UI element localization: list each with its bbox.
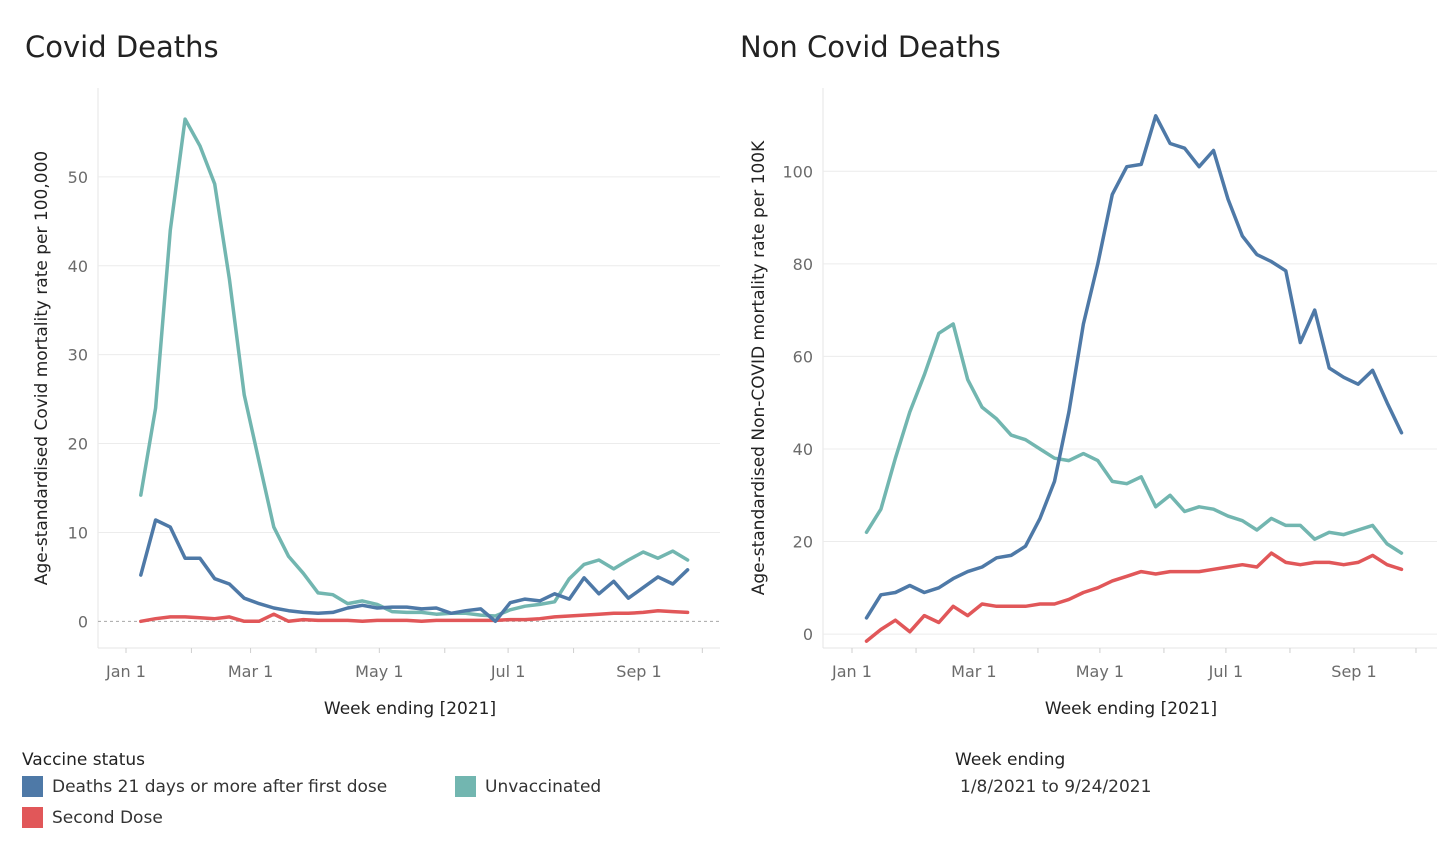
covid-deaths-chart: 0 10 20 30 40 50 Jan 1 Mar 1 May 1 Jul 1 Sep 1 Week… (32, 88, 720, 719)
x-tick-label: Mar 1 (951, 662, 996, 681)
x-tick-label: Jan 1 (105, 662, 146, 681)
series-line-unvaccinated[interactable] (139, 117, 690, 618)
y-tick-label: 20 (68, 435, 88, 454)
legend-swatch-first-dose (22, 776, 43, 797)
x-axis-title: Week ending [2021] (1045, 699, 1217, 719)
x-tick-label: Jan 1 (831, 662, 872, 681)
x-axis-title: Week ending [2021] (324, 699, 496, 719)
filter-title: Week ending (955, 750, 1066, 770)
y-tick-label: 0 (78, 612, 88, 631)
y-tick-label: 40 (793, 440, 813, 459)
y-axis-title: Age-standardised Non-COVID mortality rat… (749, 140, 769, 595)
series-line-second-dose[interactable] (139, 608, 690, 624)
legend-swatch-second-dose (22, 807, 43, 828)
series-line-unvaccinated[interactable] (864, 322, 1404, 555)
y-axis-title: Age-standardised Covid mortality rate pe… (32, 151, 52, 585)
y-tick-label: 80 (793, 255, 813, 274)
week-ending-filter[interactable]: Week ending 1/8/2021 to 9/24/2021 (955, 750, 1151, 797)
x-tick-label: May 1 (1076, 662, 1124, 681)
x-tick-label: Jul 1 (490, 662, 526, 681)
x-tick-label: Mar 1 (228, 662, 273, 681)
x-tick-label: Sep 1 (1331, 662, 1376, 681)
series-line-deaths-21-days-or-more-after-first-dose[interactable] (139, 518, 690, 624)
legend-swatch-unvaccinated (455, 776, 476, 797)
series-line-second-dose[interactable] (864, 551, 1404, 643)
series-line-deaths-21-days-or-more-after-first-dose[interactable] (864, 114, 1404, 620)
legend: Vaccine status (22, 750, 145, 778)
legend-label-second-dose: Second Dose (52, 807, 163, 828)
filter-value: 1/8/2021 to 9/24/2021 (960, 777, 1152, 797)
x-tick-label: Jul 1 (1208, 662, 1244, 681)
chart-title-non-covid-deaths: Non Covid Deaths (740, 30, 1001, 64)
non-covid-deaths-chart: 0 20 40 60 80 100 Jan 1 Mar 1 May 1 Jul 1 Sep 1 Wee… (749, 88, 1437, 719)
y-tick-label: 60 (793, 347, 813, 366)
y-tick-label: 40 (68, 257, 88, 276)
y-tick-label: 100 (782, 162, 813, 181)
y-tick-label: 10 (68, 523, 88, 542)
x-tick-label: Sep 1 (616, 662, 661, 681)
legend-title: Vaccine status (22, 750, 146, 770)
legend-label-first-dose: Deaths 21 days or more after first dose (52, 776, 388, 797)
legend-label-unvaccinated: Unvaccinated (485, 776, 602, 797)
y-tick-label: 50 (68, 168, 88, 187)
x-tick-label: May 1 (355, 662, 403, 681)
y-tick-label: 20 (793, 533, 813, 552)
legend-item-second-dose[interactable]: Second Dose (22, 807, 163, 828)
legend-item-first-dose[interactable]: Deaths 21 days or more after first dose (22, 776, 387, 797)
chart-title-covid-deaths: Covid Deaths (25, 30, 219, 64)
y-tick-label: 0 (803, 625, 813, 644)
y-tick-label: 30 (68, 346, 88, 365)
legend-item-unvaccinated[interactable]: Unvaccinated (455, 776, 601, 797)
